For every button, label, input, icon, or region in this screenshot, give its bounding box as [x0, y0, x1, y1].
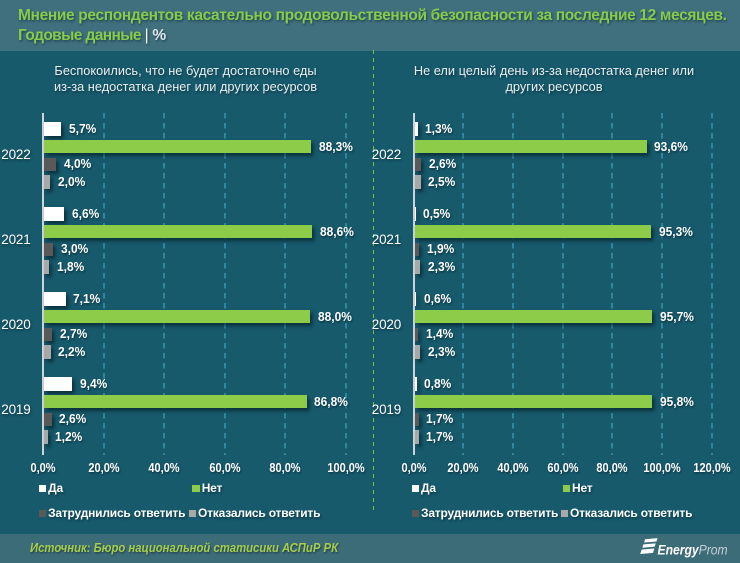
svg-text:EnergyProm: EnergyProm: [658, 542, 728, 558]
